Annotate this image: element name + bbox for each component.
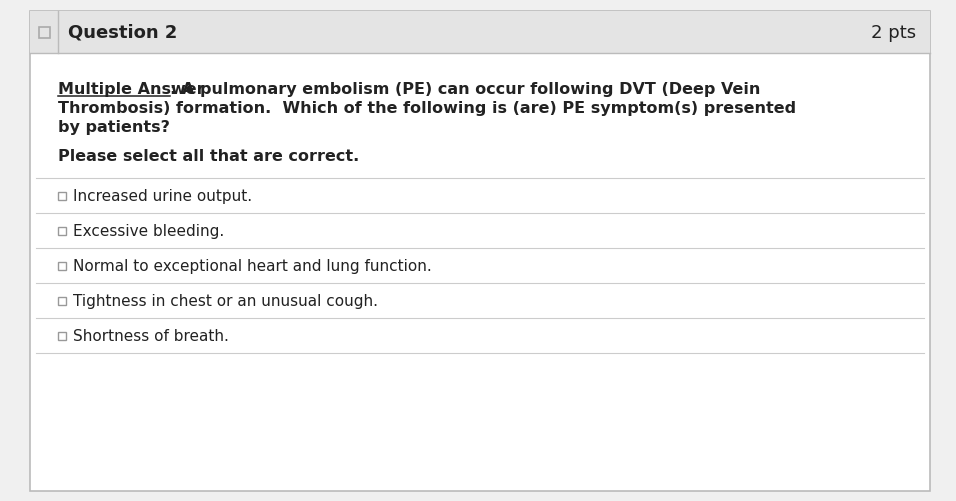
Text: Please select all that are correct.: Please select all that are correct. — [58, 149, 359, 164]
Text: Tightness in chest or an unusual cough.: Tightness in chest or an unusual cough. — [73, 294, 378, 309]
Text: Question 2: Question 2 — [68, 24, 178, 42]
FancyBboxPatch shape — [30, 12, 930, 54]
Text: Normal to exceptional heart and lung function.: Normal to exceptional heart and lung fun… — [73, 259, 432, 274]
Text: : A pulmonary embolism (PE) can occur following DVT (Deep Vein: : A pulmonary embolism (PE) can occur fo… — [170, 82, 760, 97]
Text: Multiple Answer: Multiple Answer — [58, 82, 205, 97]
Text: by patients?: by patients? — [58, 120, 170, 135]
Text: Thrombosis) formation.  Which of the following is (are) PE symptom(s) presented: Thrombosis) formation. Which of the foll… — [58, 101, 796, 116]
Text: Increased urine output.: Increased urine output. — [73, 188, 252, 203]
FancyBboxPatch shape — [30, 12, 930, 491]
Text: Excessive bleeding.: Excessive bleeding. — [73, 223, 225, 238]
Text: Shortness of breath.: Shortness of breath. — [73, 328, 228, 343]
Text: 2 pts: 2 pts — [871, 24, 916, 42]
